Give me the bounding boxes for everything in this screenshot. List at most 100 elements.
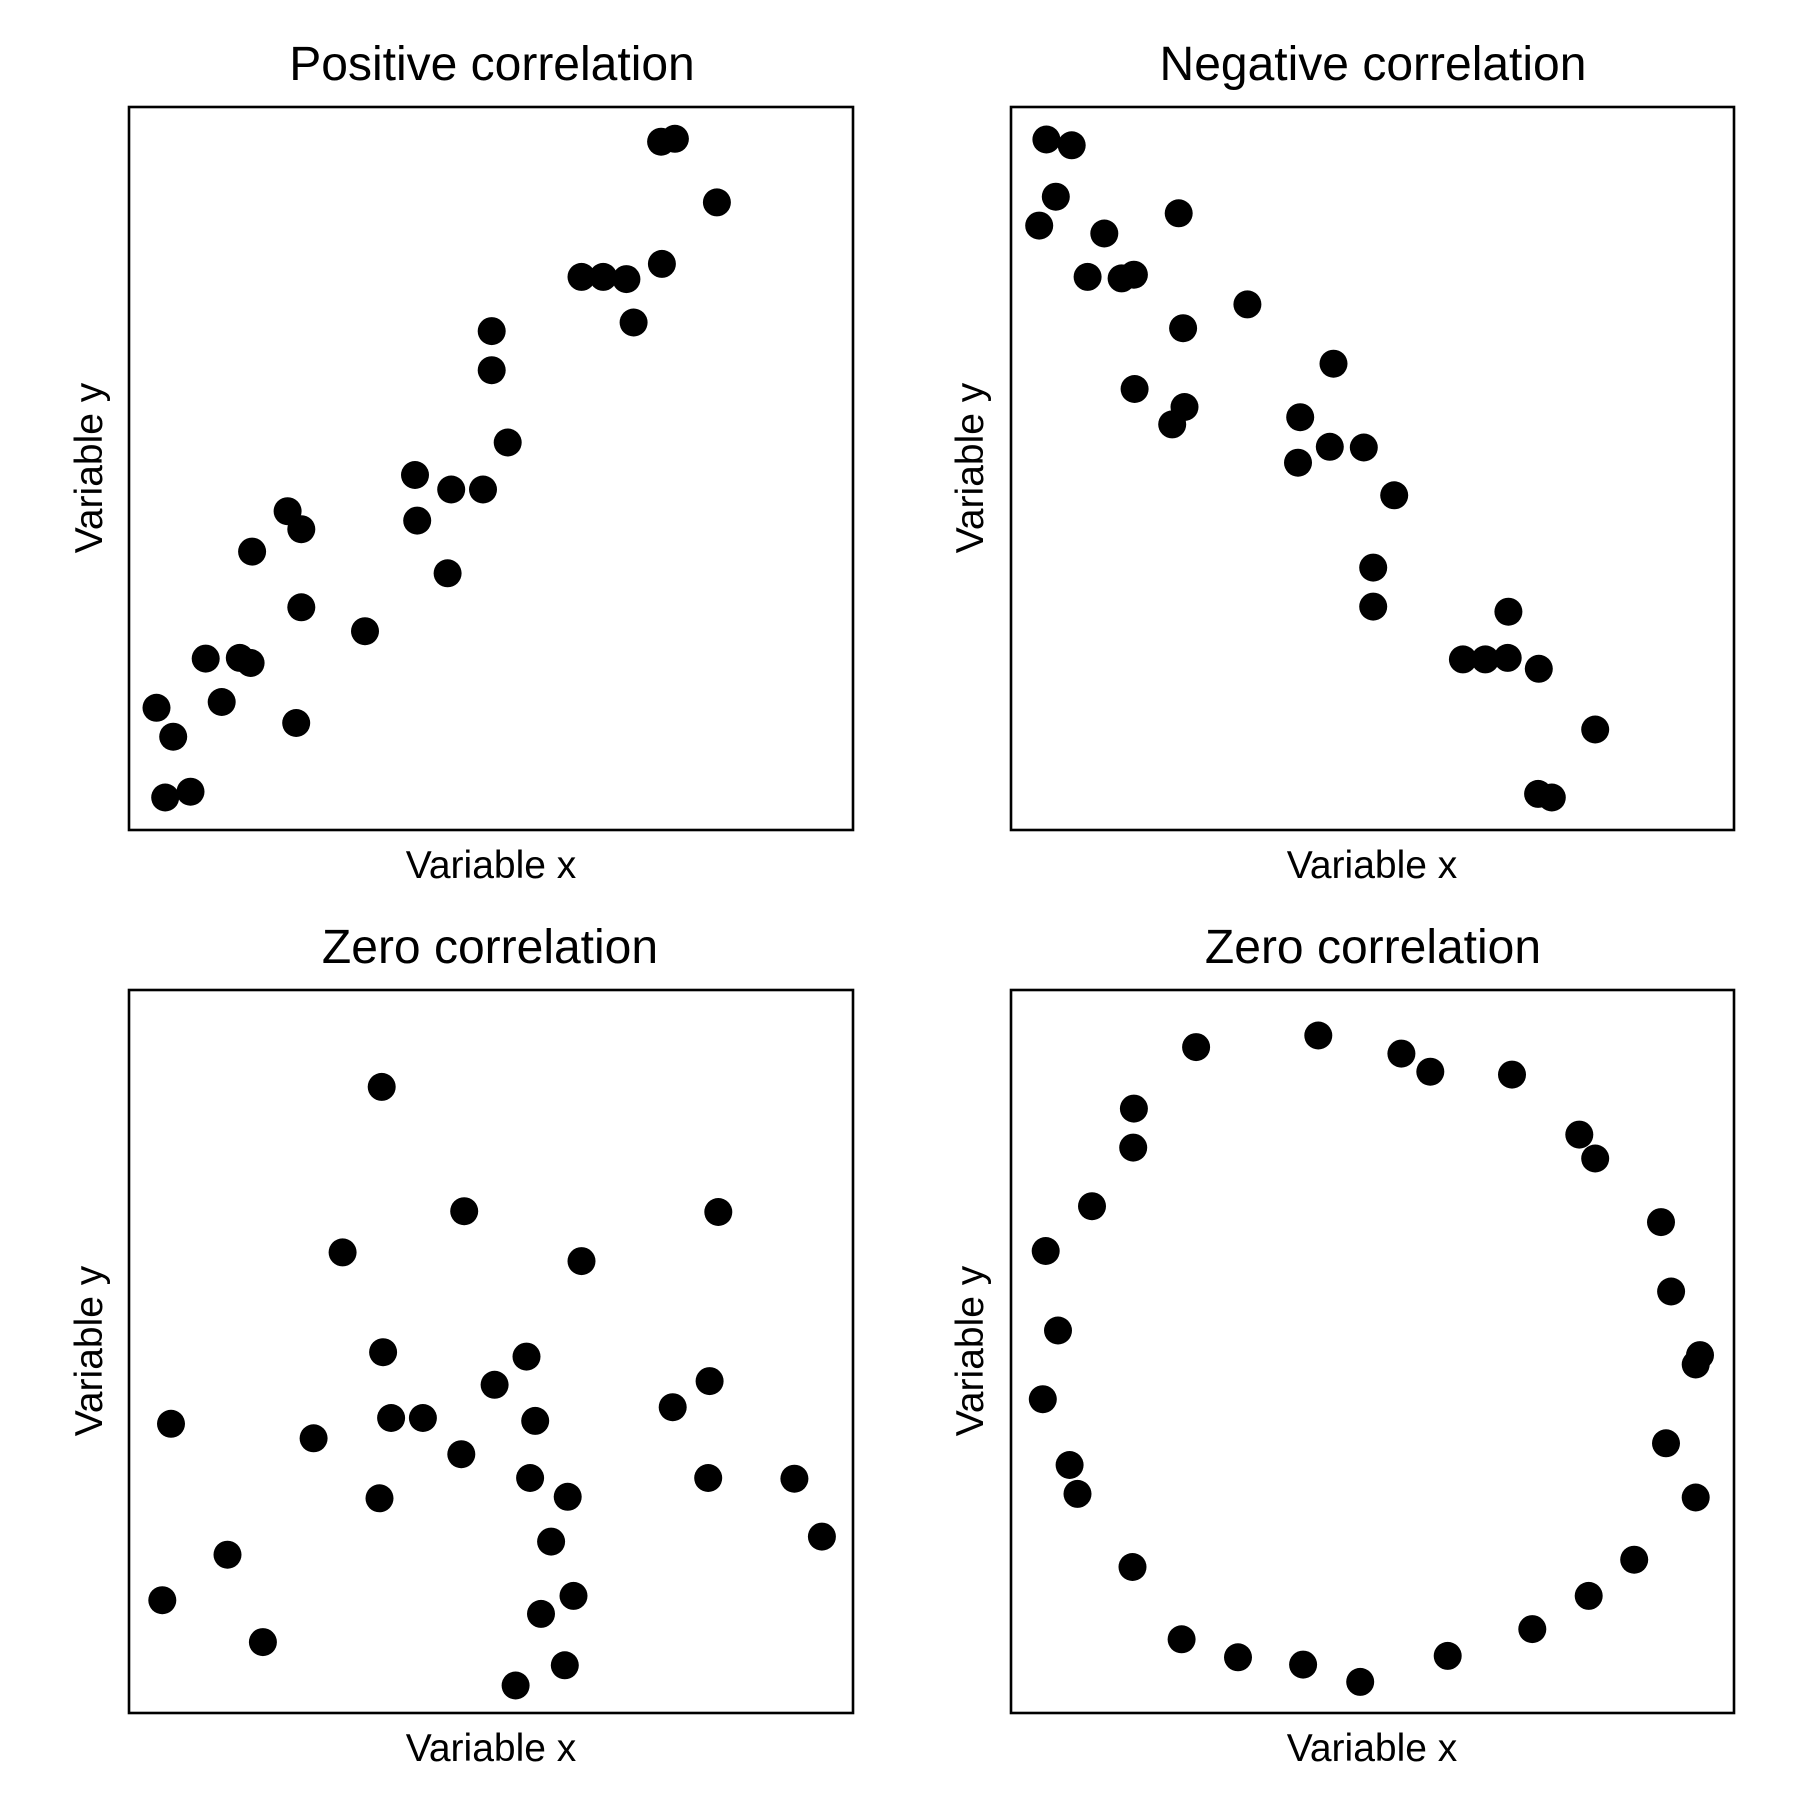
data-point xyxy=(780,1464,809,1493)
data-point xyxy=(377,1404,406,1432)
data-point xyxy=(450,1197,479,1226)
data-point xyxy=(567,1247,596,1276)
data-point xyxy=(660,124,689,153)
data-point xyxy=(207,688,236,716)
panel-title: Positive correlation xyxy=(289,38,695,91)
data-point xyxy=(1167,1625,1196,1654)
data-point xyxy=(369,1338,398,1367)
data-point xyxy=(702,188,731,217)
data-point xyxy=(553,1482,582,1511)
data-point xyxy=(1073,262,1102,291)
data-point xyxy=(1524,654,1553,683)
data-point xyxy=(1315,432,1344,461)
data-point xyxy=(157,1409,185,1438)
data-point xyxy=(1620,1545,1649,1574)
data-point xyxy=(1518,1615,1547,1644)
data-point xyxy=(1182,1033,1211,1062)
data-point xyxy=(695,1367,724,1396)
data-point xyxy=(1041,182,1070,211)
data-point xyxy=(282,709,311,737)
data-point xyxy=(493,428,522,457)
data-point xyxy=(1652,1429,1680,1458)
data-point xyxy=(1120,375,1149,403)
data-point xyxy=(1119,1094,1148,1123)
data-point xyxy=(1346,1667,1375,1696)
data-point xyxy=(1025,211,1054,240)
panel-zero-correlation-scatter: Zero correlation Variable x Variable y xyxy=(68,921,855,1770)
data-point xyxy=(658,1393,687,1422)
data-point xyxy=(477,356,506,385)
data-point xyxy=(1581,715,1610,744)
data-point xyxy=(1498,1060,1526,1089)
data-point xyxy=(328,1238,357,1267)
data-point xyxy=(213,1540,242,1569)
data-point xyxy=(516,1464,545,1492)
data-point xyxy=(287,515,316,544)
data-point xyxy=(1681,1350,1710,1379)
data-point xyxy=(191,644,220,673)
data-point xyxy=(351,617,379,646)
data-point xyxy=(299,1424,328,1453)
data-point xyxy=(367,1072,396,1101)
plot-frame xyxy=(127,988,855,1715)
data-point xyxy=(527,1599,555,1628)
data-point xyxy=(447,1440,476,1469)
data-point xyxy=(1286,403,1315,432)
data-point xyxy=(1304,1021,1333,1050)
point-group xyxy=(142,124,731,812)
data-point xyxy=(1647,1208,1675,1237)
panel-negative-correlation: Negative correlation Variable x Variable… xyxy=(949,38,1736,887)
point-group xyxy=(148,1072,836,1700)
data-point xyxy=(1078,1192,1106,1221)
data-point xyxy=(1319,349,1348,378)
data-point xyxy=(437,475,466,504)
data-point xyxy=(1284,448,1312,477)
data-point xyxy=(619,308,648,337)
panel-title: Zero correlation xyxy=(1205,921,1541,974)
data-point xyxy=(704,1198,733,1226)
data-point xyxy=(1448,645,1477,674)
data-point xyxy=(1581,1144,1610,1173)
data-point xyxy=(236,649,265,677)
data-point xyxy=(365,1484,394,1513)
data-point xyxy=(1380,481,1409,510)
x-axis-label: Variable x xyxy=(406,844,577,887)
y-axis-label: Variable y xyxy=(949,1265,992,1436)
data-point xyxy=(501,1671,530,1700)
y-axis-label: Variable y xyxy=(68,1265,111,1436)
data-point xyxy=(1055,1451,1084,1479)
data-point xyxy=(1493,643,1522,672)
data-point xyxy=(1359,592,1388,621)
data-point xyxy=(408,1404,437,1432)
data-point xyxy=(176,777,205,806)
point-group xyxy=(1028,1021,1714,1696)
data-point xyxy=(1574,1581,1603,1610)
data-point xyxy=(1090,219,1119,248)
data-point xyxy=(1031,1237,1060,1265)
data-point xyxy=(567,262,596,291)
data-point xyxy=(1028,1385,1057,1414)
data-point xyxy=(1387,1039,1416,1068)
data-point xyxy=(521,1406,550,1435)
panel-positive-correlation: Positive correlation Variable x Variable… xyxy=(68,38,855,887)
data-point xyxy=(159,722,188,751)
data-point xyxy=(1657,1277,1686,1306)
data-point xyxy=(1565,1120,1594,1149)
data-point xyxy=(1233,290,1262,319)
panel-title: Negative correlation xyxy=(1160,38,1587,91)
data-point xyxy=(1118,1553,1147,1581)
plot-frame xyxy=(1009,105,1736,832)
data-point xyxy=(238,537,267,566)
data-point xyxy=(142,693,171,722)
panel-title: Zero correlation xyxy=(322,921,658,974)
data-point xyxy=(550,1651,579,1680)
x-axis-label: Variable x xyxy=(406,1727,577,1770)
data-point xyxy=(1289,1650,1318,1679)
panel-zero-correlation-circle: Zero correlation Variable x Variable y xyxy=(949,921,1736,1770)
data-point xyxy=(1169,314,1198,343)
data-point xyxy=(401,461,429,489)
x-axis-label: Variable x xyxy=(1287,1727,1458,1770)
data-point xyxy=(287,593,316,622)
data-point xyxy=(807,1522,836,1551)
data-point xyxy=(612,265,641,294)
